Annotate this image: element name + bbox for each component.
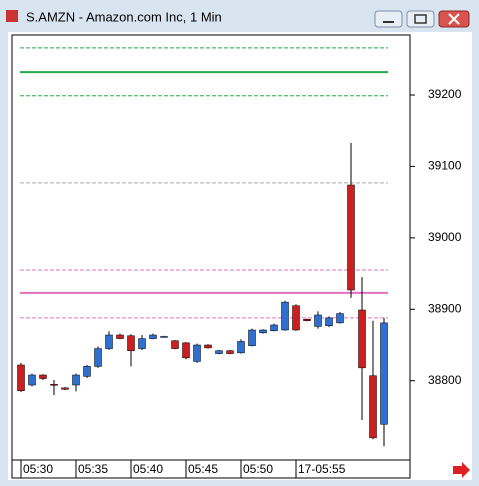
candle-body	[116, 334, 124, 339]
x-tick-label: 05:40	[133, 462, 163, 476]
candle-body	[226, 350, 234, 354]
candle-body	[248, 329, 256, 346]
candle-body	[215, 350, 223, 354]
candle-body	[303, 319, 311, 321]
candle-body	[270, 324, 278, 331]
candle-body	[369, 375, 377, 439]
candle-body	[182, 342, 190, 359]
candle-body	[204, 344, 212, 349]
y-tick-label: 39100	[428, 159, 462, 173]
candle-body	[17, 364, 25, 391]
candle-body	[160, 336, 168, 338]
candle-body	[149, 334, 157, 339]
candle-body	[237, 341, 245, 354]
candle-body	[281, 301, 289, 331]
y-tick-label: 39000	[428, 230, 462, 244]
app-icon	[6, 10, 18, 22]
candle-body	[347, 184, 355, 291]
candle-body	[292, 305, 300, 331]
candle-body	[94, 348, 102, 367]
candle-body	[380, 322, 388, 425]
candle-body	[259, 329, 267, 334]
x-tick-label: 17-05:55	[298, 462, 346, 476]
y-tick-label: 38800	[428, 373, 462, 387]
y-tick-label: 38900	[428, 301, 462, 315]
candle-body	[193, 344, 201, 362]
maximize-button[interactable]	[406, 10, 435, 28]
candle-body	[28, 374, 36, 386]
candle-body	[138, 338, 146, 349]
candle-body	[127, 335, 135, 351]
candle-body	[358, 309, 366, 369]
candle-body	[314, 314, 322, 327]
plot-frame	[11, 34, 411, 461]
candle-body	[325, 317, 333, 326]
candle-body	[336, 313, 344, 324]
candle-body	[39, 374, 47, 379]
x-tick-label: 05:45	[188, 462, 218, 476]
x-tick-label: 05:35	[78, 462, 108, 476]
candle-body	[61, 387, 69, 390]
x-axis-strip	[11, 459, 411, 479]
x-tick-label: 05:30	[23, 462, 53, 476]
candle-body	[105, 334, 113, 349]
window-title: S.AMZN - Amazon.com Inc, 1 Min	[26, 9, 222, 24]
candle-body	[72, 374, 80, 386]
candle-body	[50, 384, 58, 386]
candle-body	[171, 340, 179, 349]
plot: 38800 38900 39000 39100 39200 05:30 05:35 05:40…	[17, 47, 462, 478]
x-tick-label: 05:50	[243, 462, 273, 476]
candle-body	[83, 366, 91, 377]
scroll-arrow[interactable]	[453, 462, 470, 478]
close-icon	[448, 13, 460, 25]
y-tick-label: 39200	[428, 87, 462, 101]
maximize-icon	[414, 14, 427, 24]
minimize-button[interactable]	[374, 10, 403, 28]
